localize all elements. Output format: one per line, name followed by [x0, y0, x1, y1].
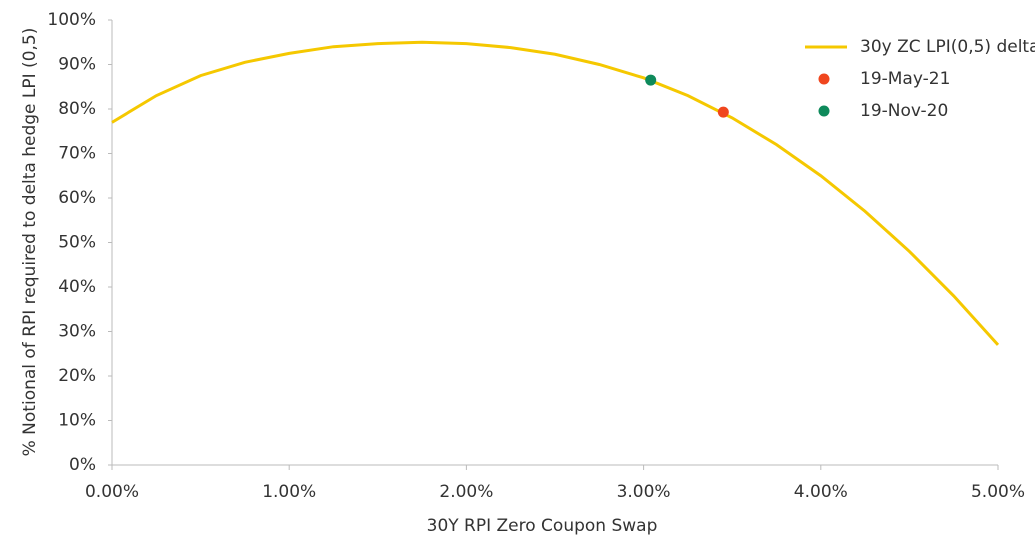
legend-label: 19-Nov-20	[860, 101, 948, 121]
y-tick-label: 0%	[69, 455, 96, 475]
y-tick-label: 80%	[58, 99, 96, 119]
x-tick-label: 1.00%	[262, 482, 316, 502]
data-point	[645, 74, 657, 86]
y-tick-label: 50%	[58, 233, 96, 253]
y-tick-label: 70%	[58, 144, 96, 164]
x-tick-label: 2.00%	[439, 482, 493, 502]
y-tick-label: 20%	[58, 366, 96, 386]
legend-swatch	[818, 73, 830, 85]
y-tick-label: 60%	[58, 188, 96, 208]
y-tick-label: 10%	[58, 411, 96, 431]
delta-line	[111, 40, 1000, 346]
y-tick-label: 100%	[47, 10, 96, 30]
y-tick-label: 40%	[58, 277, 96, 297]
x-tick-label: 5.00%	[971, 482, 1025, 502]
x-tick-label: 0.00%	[85, 482, 139, 502]
legend-label: 30y ZC LPI(0,5) delta	[860, 37, 1035, 57]
legend-swatch	[818, 105, 830, 117]
data-point	[717, 106, 729, 118]
y-tick-label: 30%	[58, 322, 96, 342]
x-tick-label: 3.00%	[617, 482, 671, 502]
x-tick-label: 4.00%	[794, 482, 848, 502]
y-tick-label: 90%	[58, 55, 96, 75]
legend-label: 19-May-21	[860, 69, 950, 89]
y-axis-label: % Notional of RPI required to delta hedg…	[20, 28, 40, 457]
x-axis-label: 30Y RPI Zero Coupon Swap	[427, 516, 658, 536]
